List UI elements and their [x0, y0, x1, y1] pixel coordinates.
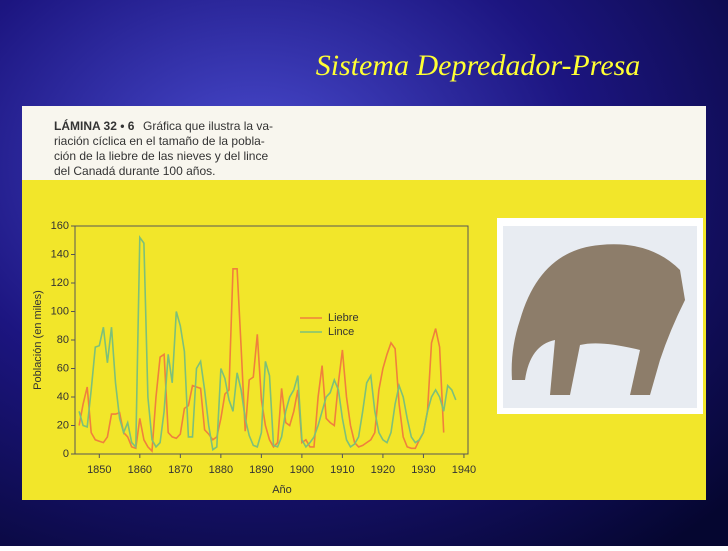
caption-line: Gráfica que ilustra la va- — [143, 119, 273, 133]
y-tick-label: 80 — [57, 334, 69, 346]
lynx — [511, 244, 685, 395]
x-tick-label: 1890 — [249, 464, 273, 476]
series-line — [78, 268, 445, 453]
y-tick-label: 100 — [51, 305, 69, 317]
caption-line: ción de la liebre de las nieves y del li… — [54, 149, 268, 163]
caption-line: riación cíclica en el tamaño de la pobla… — [54, 134, 265, 148]
x-tick-label: 1930 — [411, 464, 435, 476]
y-tick-label: 140 — [51, 248, 69, 260]
slide-title: Sistema Depredador-Presa — [316, 49, 641, 82]
x-tick-label: 1900 — [290, 464, 314, 476]
y-axis-label: Población (en miles) — [32, 290, 44, 390]
legend-label: Liebre — [328, 312, 359, 324]
x-axis-label: Año — [272, 484, 292, 496]
caption-line: del Canadá durante 100 años. — [54, 164, 215, 178]
y-tick-label: 160 — [51, 220, 69, 232]
x-tick-label: 1870 — [168, 464, 192, 476]
y-tick-label: 20 — [57, 419, 69, 431]
x-tick-label: 1910 — [330, 464, 354, 476]
x-tick-label: 1860 — [128, 464, 152, 476]
x-tick-label: 1880 — [209, 464, 233, 476]
x-tick-label: 1920 — [371, 464, 395, 476]
y-tick-label: 40 — [57, 391, 69, 403]
x-tick-label: 1850 — [87, 464, 111, 476]
caption-label: LÁMINA 32 • 6 — [54, 118, 135, 133]
x-tick-label: 1940 — [452, 464, 476, 476]
y-tick-label: 0 — [63, 448, 69, 460]
y-tick-label: 120 — [51, 277, 69, 289]
photo — [497, 218, 703, 414]
y-tick-label: 60 — [57, 362, 69, 374]
series-line — [78, 234, 457, 452]
caption-area — [22, 106, 706, 180]
legend-label: Lince — [328, 326, 354, 338]
